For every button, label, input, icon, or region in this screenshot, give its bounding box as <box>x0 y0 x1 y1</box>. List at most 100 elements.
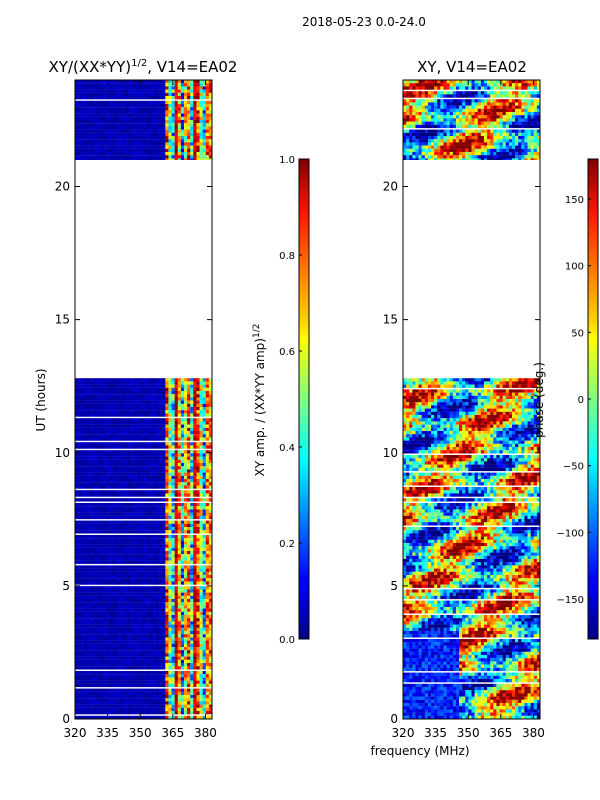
heatmap-cell <box>75 427 79 432</box>
heatmap-cell <box>137 659 141 664</box>
heatmap-cell <box>103 615 107 619</box>
heatmap-cell <box>162 637 166 641</box>
heatmap-cell <box>149 503 154 507</box>
heatmap-cell <box>87 586 91 590</box>
heatmap-cell <box>96 107 101 111</box>
heatmap-cell <box>174 551 179 555</box>
heatmap-cell <box>115 418 119 422</box>
heatmap-cell <box>199 520 203 524</box>
heatmap-cell <box>93 378 98 382</box>
heatmap-cell <box>124 683 129 688</box>
heatmap-cell <box>180 397 185 401</box>
heatmap-cell <box>174 107 179 111</box>
heatmap-cell <box>75 413 79 417</box>
heatmap-cell <box>81 691 85 696</box>
heatmap-cell <box>78 575 82 579</box>
heatmap-cell <box>121 538 126 542</box>
heatmap-cell <box>115 592 119 596</box>
heatmap-cell <box>143 560 147 564</box>
heatmap-cell <box>78 410 82 414</box>
heatmap-cell <box>165 707 169 712</box>
heatmap-cell <box>183 656 188 660</box>
heatmap-cell <box>115 515 119 520</box>
heatmap-cell <box>121 418 126 422</box>
heatmap-cell <box>190 605 194 609</box>
heatmap-cell <box>205 575 210 579</box>
heatmap-cell <box>199 544 203 548</box>
heatmap-cell <box>177 618 182 622</box>
heatmap-cell <box>146 589 151 593</box>
heatmap-cell <box>90 691 94 696</box>
heatmap-cell <box>187 611 191 616</box>
heatmap-cell <box>121 498 126 502</box>
heatmap-cell <box>115 394 119 398</box>
heatmap-cell <box>168 624 172 628</box>
heatmap-cell <box>137 400 141 404</box>
heatmap-cell <box>190 378 194 382</box>
heatmap-cell <box>193 520 197 524</box>
heatmap-cell <box>93 466 98 470</box>
heatmap-cell <box>183 472 188 476</box>
heatmap-cell <box>90 677 94 681</box>
heatmap-cell <box>121 575 126 579</box>
heatmap-cell <box>96 113 101 117</box>
heatmap-cell <box>143 565 147 569</box>
heatmap-cell <box>124 711 129 715</box>
heatmap-cell <box>106 442 110 446</box>
heatmap-cell <box>190 427 194 432</box>
heatmap-cell <box>205 602 210 606</box>
heatmap-cell <box>162 554 166 558</box>
heatmap-cell <box>87 643 91 648</box>
heatmap-cell <box>81 459 85 464</box>
heatmap-cell <box>177 113 182 117</box>
heatmap-cell <box>99 688 104 692</box>
heatmap-cell <box>124 83 129 87</box>
heatmap-cell <box>205 634 210 638</box>
heatmap-cell <box>127 680 132 684</box>
heatmap-cell <box>190 450 194 454</box>
heatmap-cell <box>180 498 185 502</box>
heatmap-cell <box>174 498 179 502</box>
heatmap-cell <box>199 637 203 641</box>
heatmap-cell <box>127 479 132 483</box>
heatmap-cell <box>90 666 94 670</box>
heatmap-cell <box>187 463 191 467</box>
heatmap-cell <box>109 520 113 524</box>
heatmap-cell <box>177 565 182 569</box>
heatmap-cell <box>149 707 154 712</box>
heatmap-cell <box>84 637 88 641</box>
heatmap-cell <box>78 663 82 667</box>
heatmap-cell <box>90 424 94 428</box>
heatmap-cell <box>140 592 144 596</box>
heatmap-cell <box>96 424 101 428</box>
heatmap-cell <box>159 80 163 84</box>
heatmap-cell <box>196 463 200 467</box>
heatmap-cell <box>96 384 101 388</box>
heatmap-cell <box>131 647 135 651</box>
heatmap-cell <box>152 413 157 417</box>
heatmap-cell <box>193 421 197 425</box>
heatmap-cell <box>109 634 113 638</box>
heatmap-cell <box>75 384 79 388</box>
heatmap-cell <box>171 116 175 121</box>
heatmap-cell <box>152 83 157 87</box>
heatmap-cell <box>90 605 94 609</box>
heatmap-cell <box>202 434 207 438</box>
heatmap-cell <box>171 653 175 657</box>
heatmap-cell <box>75 615 79 619</box>
heatmap-cell <box>137 421 141 425</box>
heatmap-cell <box>93 515 98 520</box>
heatmap-cell <box>137 551 141 555</box>
heatmap-cell <box>180 568 185 572</box>
heatmap-cell <box>140 547 144 552</box>
heatmap-cell <box>75 640 79 644</box>
heatmap-cell <box>205 530 210 534</box>
heatmap-cell <box>84 512 88 516</box>
heatmap-cell <box>196 506 200 510</box>
heatmap-cell <box>202 599 207 603</box>
heatmap-cell <box>162 110 166 114</box>
heatmap-cell <box>193 86 197 90</box>
heatmap-cell <box>124 424 129 428</box>
heatmap-cell <box>131 581 135 585</box>
heatmap-cell <box>131 387 135 392</box>
